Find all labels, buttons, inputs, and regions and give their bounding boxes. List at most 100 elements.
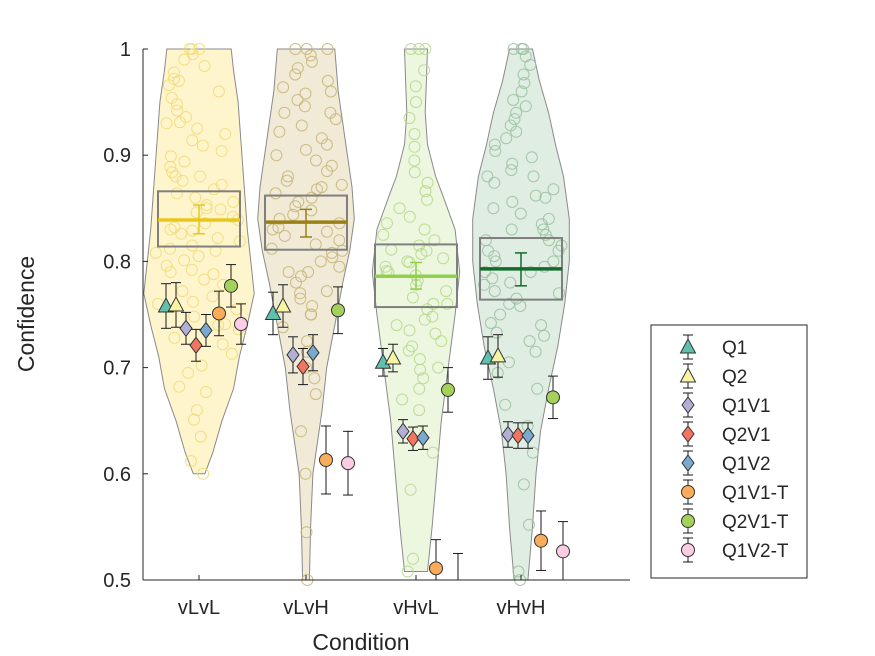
marker-Q1V1-T	[212, 306, 226, 321]
scatter-point	[299, 143, 312, 156]
scatter-point	[188, 413, 200, 426]
scatter-point	[519, 50, 532, 63]
scatter-point	[487, 202, 500, 215]
scatter-point	[421, 176, 434, 189]
means-layer	[158, 204, 562, 290]
marker-Q2	[489, 346, 507, 363]
scatter-point	[413, 404, 426, 417]
marker-Q2V1	[511, 426, 525, 445]
scatter-point	[505, 223, 518, 236]
scatter-point	[419, 185, 432, 198]
y-tick-label: 0.7	[103, 358, 131, 380]
scatter-point	[304, 49, 317, 62]
marker-Q2V1-T	[331, 303, 345, 318]
legend-box	[650, 324, 808, 579]
scatter-point	[542, 234, 555, 247]
scatter-point	[404, 43, 417, 55]
scatter-point	[306, 300, 319, 312]
marker-Q1V1	[179, 319, 193, 338]
scatter-point	[529, 345, 542, 358]
scatter-point	[185, 43, 198, 55]
marker-Q1V1-T	[319, 452, 333, 467]
scatter-point	[503, 297, 516, 310]
scatter-point	[514, 207, 527, 220]
scatter-point	[269, 187, 282, 200]
scatter-point	[396, 393, 409, 406]
scatter-point	[200, 386, 213, 398]
scatter-point	[537, 223, 550, 236]
scatter-point	[539, 191, 552, 204]
scatter-point	[164, 223, 177, 236]
scatter-point	[523, 335, 536, 348]
scatter-point	[195, 359, 208, 372]
legend-label-Q1: Q1	[722, 338, 747, 359]
scatter-point	[408, 154, 421, 167]
marker-Q1V2	[416, 428, 430, 447]
y-ticks: 0.5 0.6 0.7 0.8 0.9 1	[103, 39, 148, 592]
scatter-point	[429, 327, 442, 340]
scatter-point	[180, 111, 192, 123]
scatter-point	[403, 112, 416, 124]
scatter-point	[418, 313, 431, 326]
scatter-point	[227, 195, 240, 208]
scatter-point	[176, 174, 189, 187]
scatter-point	[200, 202, 213, 215]
scatter-point	[486, 272, 499, 285]
scatter-point	[494, 308, 507, 321]
scatter-point	[190, 404, 203, 417]
marker-Q1V1-T	[429, 561, 443, 576]
scatter-point	[409, 80, 422, 93]
markers-layer	[157, 264, 570, 580]
scatter-point	[427, 297, 440, 310]
legend-label-Q1V1-T: Q1V1-T	[722, 483, 789, 504]
scatter-point	[403, 210, 416, 223]
scatter-point	[160, 117, 173, 130]
scatter-point	[488, 176, 501, 189]
scatter-point	[377, 228, 390, 241]
scatter-point	[542, 212, 555, 225]
y-axis-label: Confidence	[13, 256, 39, 372]
y-tick-label: 0.8	[103, 251, 131, 273]
scatter-point	[547, 183, 560, 196]
scatter-point	[216, 338, 229, 351]
legend-label-Q2V1-T: Q2V1-T	[722, 512, 789, 533]
scatter-point	[212, 85, 225, 98]
scatter-point	[507, 94, 520, 106]
scatter-point	[175, 227, 188, 240]
scatter-point	[266, 223, 279, 236]
scatter-point	[289, 200, 302, 213]
legend-marker-Q2	[679, 366, 697, 383]
legend-label-Q1V2: Q1V2	[722, 454, 771, 475]
scatter-point	[186, 224, 199, 237]
scatter-point	[321, 43, 334, 55]
scatter-point	[305, 308, 318, 321]
scatter-point	[287, 208, 300, 221]
scatter-point	[308, 372, 321, 385]
marker-Q1V2	[199, 321, 213, 340]
scatter-point	[526, 446, 539, 459]
scatter-point	[321, 225, 333, 238]
scatter-point	[164, 266, 177, 278]
scatter-point	[408, 140, 421, 153]
scatter-point	[185, 455, 197, 468]
scatter-point	[273, 125, 286, 138]
scatter-point	[270, 149, 283, 162]
scatter-point	[499, 398, 512, 411]
marker-Q1V2	[521, 426, 535, 445]
scatter-point	[403, 324, 416, 337]
scatter-point	[381, 217, 393, 230]
scatter-point	[194, 430, 207, 443]
scatter-point	[401, 565, 414, 578]
scatter-point	[406, 340, 418, 353]
scatter-point	[421, 193, 433, 206]
scatter-point	[302, 266, 315, 278]
scatter-point	[169, 170, 182, 183]
scatter-point	[206, 290, 219, 303]
marker-Q1V2	[306, 343, 320, 362]
scatter-point	[504, 276, 517, 289]
marker-Q2V1-T	[224, 278, 238, 293]
scatter-point	[295, 425, 307, 438]
scatter-point	[164, 150, 177, 163]
scatter-point	[188, 310, 200, 323]
scatter-point	[324, 85, 337, 98]
